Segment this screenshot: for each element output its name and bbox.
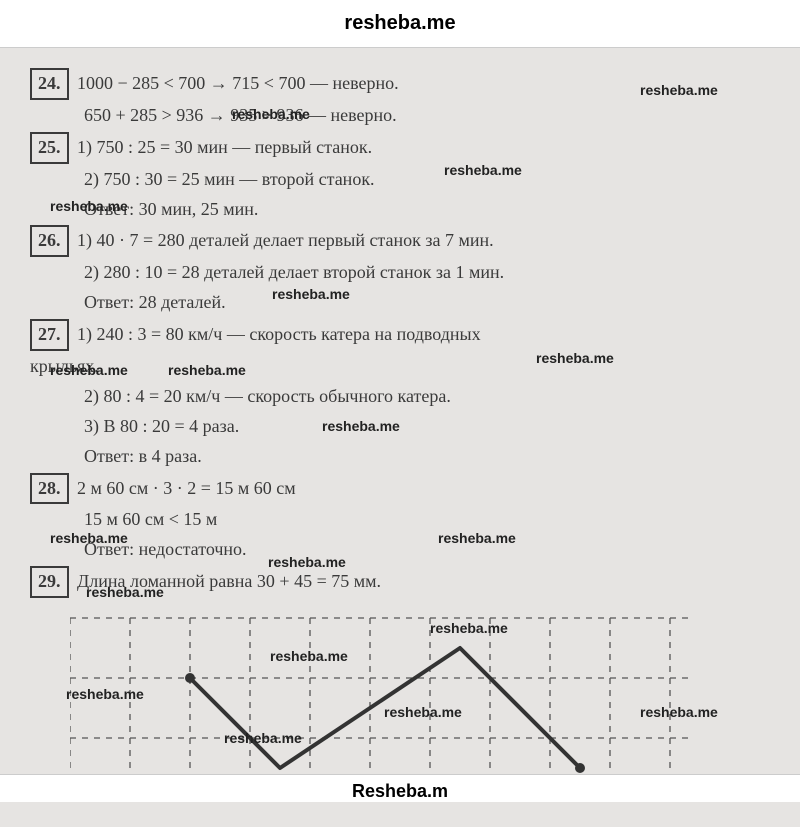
- problem-27-line1: 27. 1) 240 : 3 = 80 км/ч — скорость кате…: [30, 319, 770, 351]
- p27-text2: 2) 80 : 4 = 20 км/ч — скорость обычного …: [30, 383, 770, 411]
- p24-text1: 1000 − 285 < 700 → 715 < 700 — неверно.: [77, 73, 399, 93]
- problem-26-line1: 26. 1) 40 · 7 = 280 деталей делает первы…: [30, 225, 770, 257]
- footer-title: Resheba.m: [352, 781, 448, 801]
- p26-text2: 2) 280 : 10 = 28 деталей делает второй с…: [30, 259, 770, 287]
- problem-28-num: 28.: [30, 473, 69, 505]
- p26-text3: Ответ: 28 деталей.: [30, 289, 770, 317]
- content: 24. 1000 − 285 < 700 → 715 < 700 — невер…: [0, 48, 800, 827]
- p28-text2: 15 м 60 см < 15 м: [30, 506, 770, 534]
- header-title: resheba.me: [344, 12, 455, 34]
- p26-text1: 1) 40 · 7 = 280 деталей делает первый ст…: [77, 230, 494, 250]
- problem-29-num: 29.: [30, 566, 69, 598]
- problem-25-num: 25.: [30, 132, 69, 164]
- p27-text3: 3) В 80 : 20 = 4 раза.: [30, 413, 770, 441]
- problem-28-line1: 28. 2 м 60 см · 3 · 2 = 15 м 60 см: [30, 473, 770, 505]
- problem-25-line1: 25. 1) 750 : 25 = 30 мин — первый станок…: [30, 132, 770, 164]
- problem-29-line1: 29. Длина ломанной равна 30 + 45 = 75 мм…: [30, 566, 770, 598]
- p27-text1: 1) 240 : 3 = 80 км/ч — скорость катера н…: [77, 324, 481, 344]
- p27-text4: Ответ: в 4 раза.: [30, 443, 770, 471]
- p28-text1: 2 м 60 см · 3 · 2 = 15 м 60 см: [77, 478, 296, 498]
- problem-27-num: 27.: [30, 319, 69, 351]
- problem-26-num: 26.: [30, 225, 69, 257]
- p25-text1: 1) 750 : 25 = 30 мин — первый станок.: [77, 137, 372, 157]
- problem-24-num: 24.: [30, 68, 69, 100]
- p25-text3: Ответ: 30 мин, 25 мин.: [30, 196, 770, 224]
- p24-text2: 650 + 285 > 936 → 935 > 936 — неверно.: [30, 102, 770, 130]
- page-header: resheba.me: [0, 0, 800, 48]
- p25-text2: 2) 750 : 30 = 25 мин — второй станок.: [30, 166, 770, 194]
- p28-text3: Ответ: недостаточно.: [30, 536, 770, 564]
- problem-24-line1: 24. 1000 − 285 < 700 → 715 < 700 — невер…: [30, 68, 770, 100]
- page-footer: Resheba.m: [0, 774, 800, 802]
- p29-text1: Длина ломанной равна 30 + 45 = 75 мм.: [77, 571, 381, 591]
- p27-text1b: крыльях.: [30, 353, 770, 381]
